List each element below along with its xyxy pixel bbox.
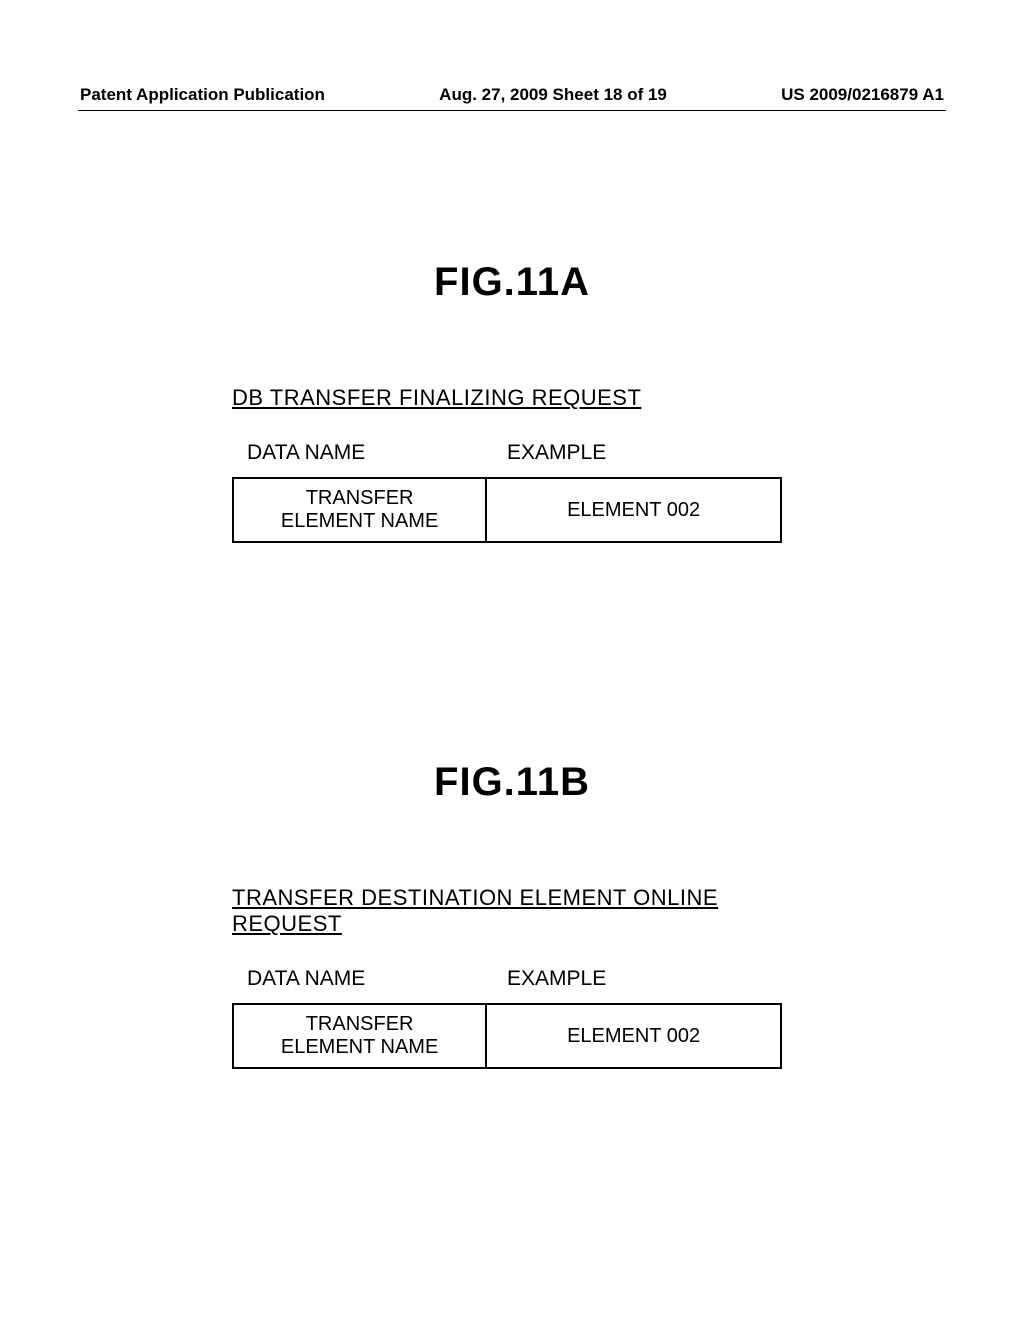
figure-11a-table: TRANSFER ELEMENT NAME ELEMENT 002 (232, 477, 782, 543)
figure-11b-table: TRANSFER ELEMENT NAME ELEMENT 002 (232, 1003, 782, 1069)
figure-11b-col2-header: EXAMPLE (487, 967, 782, 991)
figure-11a-column-headers: DATA NAME EXAMPLE (232, 441, 792, 465)
figure-11b-cell-line2: ELEMENT NAME (281, 1036, 438, 1058)
figure-11b-cell-data-name: TRANSFER ELEMENT NAME (234, 1005, 487, 1067)
figure-11a-cell-data-name: TRANSFER ELEMENT NAME (234, 479, 487, 541)
figure-11a-cell-example: ELEMENT 002 (487, 479, 780, 541)
figure-11a-label: FIG.11A (0, 260, 1024, 305)
figure-11b-cell-line1: TRANSFER (306, 1013, 414, 1035)
figure-11a-cell-line1: TRANSFER (306, 487, 414, 509)
page-header: Patent Application Publication Aug. 27, … (80, 85, 944, 105)
header-left: Patent Application Publication (80, 85, 325, 105)
figure-11a-cell-line2: ELEMENT NAME (281, 510, 438, 532)
figure-11b-cell-example: ELEMENT 002 (487, 1005, 780, 1067)
figure-11b: FIG.11B TRANSFER DESTINATION ELEMENT ONL… (0, 760, 1024, 1069)
figure-11b-label: FIG.11B (0, 760, 1024, 805)
figure-11b-column-headers: DATA NAME EXAMPLE (232, 967, 792, 991)
figure-11a-section-title: DB TRANSFER FINALIZING REQUEST (232, 385, 792, 411)
figure-11b-section-title: TRANSFER DESTINATION ELEMENT ONLINE REQU… (232, 885, 792, 937)
figure-11a: FIG.11A DB TRANSFER FINALIZING REQUEST D… (0, 260, 1024, 543)
header-center: Aug. 27, 2009 Sheet 18 of 19 (439, 85, 667, 105)
figure-11a-col1-header: DATA NAME (232, 441, 487, 465)
figure-11a-col2-header: EXAMPLE (487, 441, 782, 465)
header-rule (78, 110, 946, 111)
header-right: US 2009/0216879 A1 (781, 85, 944, 105)
figure-11b-col1-header: DATA NAME (232, 967, 487, 991)
